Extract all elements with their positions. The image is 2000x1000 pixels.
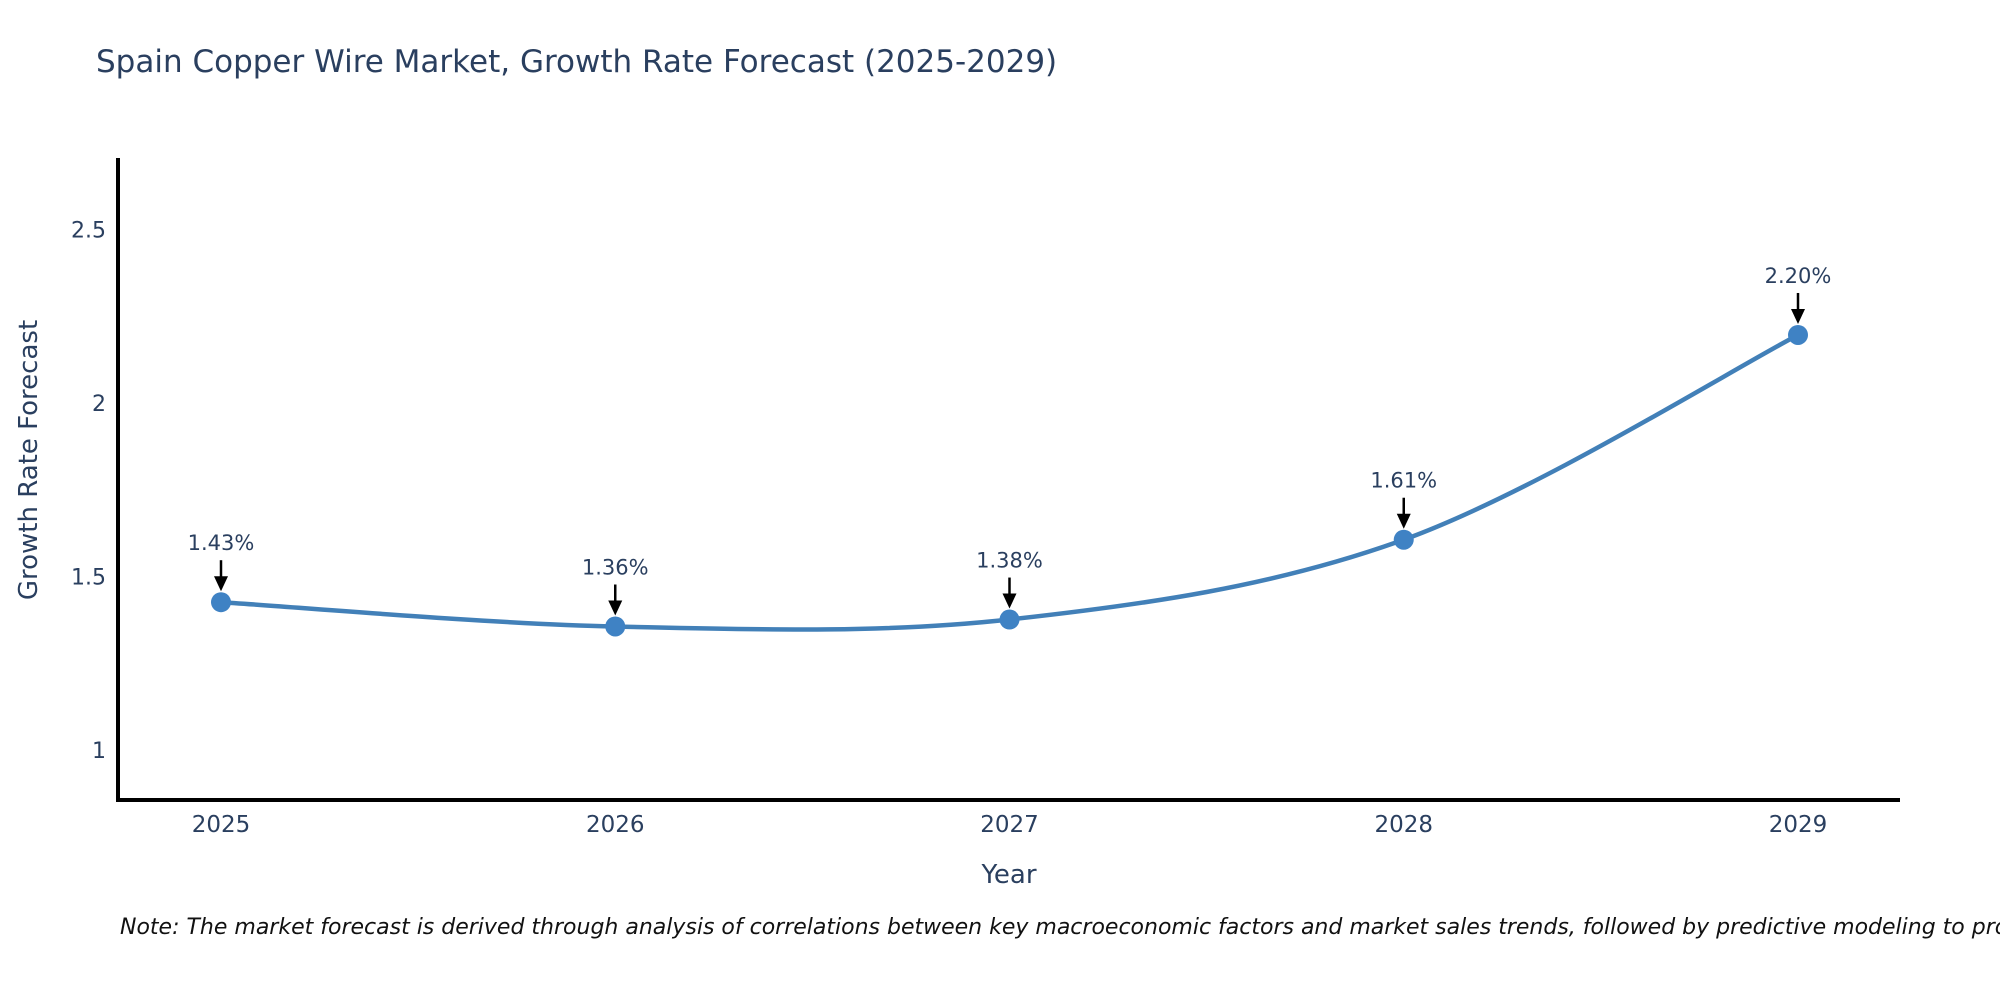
y-tick-label: 1.5	[71, 565, 106, 590]
chart-title: Spain Copper Wire Market, Growth Rate Fo…	[96, 44, 1058, 80]
data-point-label: 2.20%	[1765, 264, 1832, 288]
y-tick-label: 1	[92, 739, 106, 764]
x-tick-label: 2026	[586, 812, 645, 838]
y-tick-label: 2	[92, 392, 106, 417]
data-point	[1393, 529, 1414, 550]
x-tick-label: 2025	[192, 812, 251, 838]
footnote: Note: The market forecast is derived thr…	[120, 915, 2000, 940]
x-tick-label: 2028	[1374, 812, 1433, 838]
x-axis-title: Year	[981, 860, 1037, 890]
data-point	[605, 616, 626, 637]
data-point-label: 1.36%	[582, 555, 649, 579]
data-point	[211, 592, 231, 613]
x-tick-label: 2027	[980, 812, 1039, 838]
data-point-label: 1.61%	[1370, 469, 1437, 493]
data-point	[999, 609, 1020, 630]
annotation-arrowhead	[214, 576, 228, 592]
annotation-arrowhead	[1791, 308, 1805, 324]
annotation-arrowhead	[608, 600, 623, 616]
annotation-arrowhead	[1396, 513, 1411, 529]
data-point-label: 1.38%	[976, 549, 1043, 573]
y-tick-label: 2.5	[71, 218, 106, 243]
annotation-arrowhead	[1002, 593, 1017, 609]
data-point-label: 1.43%	[188, 531, 255, 555]
x-tick-label: 2029	[1769, 812, 1828, 838]
data-point	[1788, 324, 1808, 345]
